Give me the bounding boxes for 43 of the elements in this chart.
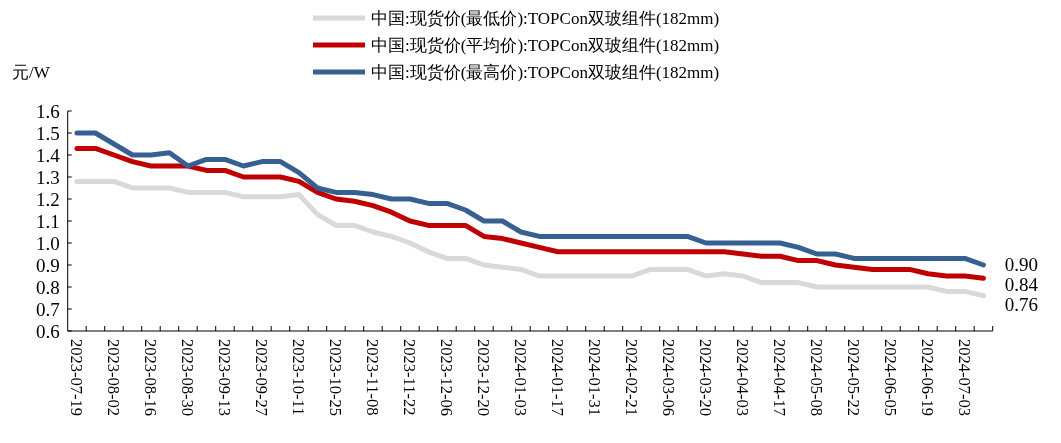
x-tick-label: 2023-09-27 [252, 339, 272, 416]
x-tick-label: 2023-07-19 [67, 339, 87, 416]
y-tick-label: 1.3 [35, 166, 60, 188]
x-tick-label: 2023-08-30 [178, 339, 198, 416]
x-tick-label: 2024-06-19 [918, 339, 938, 416]
x-tick-label: 2024-03-20 [696, 339, 716, 416]
x-tick-label: 2024-03-06 [659, 339, 679, 416]
y-tick-label: 1.0 [35, 232, 60, 254]
legend-label: 中国:现货价(平均价):TOPCon双玻组件(182mm) [371, 36, 720, 55]
x-tick-label: 2024-01-17 [548, 339, 568, 416]
y-tick-label: 0.6 [35, 320, 60, 342]
x-tick-label: 2023-10-11 [289, 339, 309, 416]
x-tick-label: 2023-12-20 [474, 339, 494, 416]
legend-label: 中国:现货价(最高价):TOPCon双玻组件(182mm) [371, 63, 720, 82]
y-tick-label: 0.8 [35, 276, 60, 298]
x-tick-label: 2023-12-06 [437, 339, 457, 416]
y-tick-label: 1.2 [35, 188, 60, 210]
x-tick-label: 2024-04-03 [733, 339, 753, 416]
x-tick-label: 2023-08-16 [141, 339, 161, 416]
x-tick-label: 2023-10-25 [326, 339, 346, 416]
x-tick-label: 2023-11-08 [363, 339, 383, 416]
y-tick-label: 1.1 [35, 210, 60, 232]
x-tick-label: 2023-08-02 [104, 339, 124, 416]
y-tick-label: 0.9 [35, 254, 60, 276]
x-tick-label: 2023-09-13 [215, 339, 235, 416]
y-axis-title: 元/W [12, 63, 51, 82]
x-tick-label: 2024-04-17 [770, 339, 790, 416]
y-tick-label: 1.5 [35, 122, 60, 144]
data-label: 0.76 [1004, 294, 1038, 315]
x-tick-label: 2024-06-05 [881, 339, 901, 416]
x-tick-label: 2024-01-31 [585, 339, 605, 416]
x-tick-label: 2024-05-22 [844, 339, 864, 416]
data-label: 0.90 [1004, 254, 1038, 275]
y-tick-label: 0.7 [35, 298, 60, 320]
legend-label: 中国:现货价(最低价):TOPCon双玻组件(182mm) [371, 9, 720, 28]
x-tick-label: 2023-11-22 [400, 339, 420, 416]
x-tick-label: 2024-02-21 [622, 339, 642, 416]
data-label: 0.84 [1004, 274, 1039, 295]
y-tick-label: 1.4 [35, 144, 61, 166]
x-tick-label: 2024-07-03 [955, 339, 975, 416]
y-tick-label: 1.6 [35, 100, 60, 122]
x-tick-label: 2024-05-08 [807, 339, 827, 416]
x-tick-label: 2024-01-03 [511, 339, 531, 416]
